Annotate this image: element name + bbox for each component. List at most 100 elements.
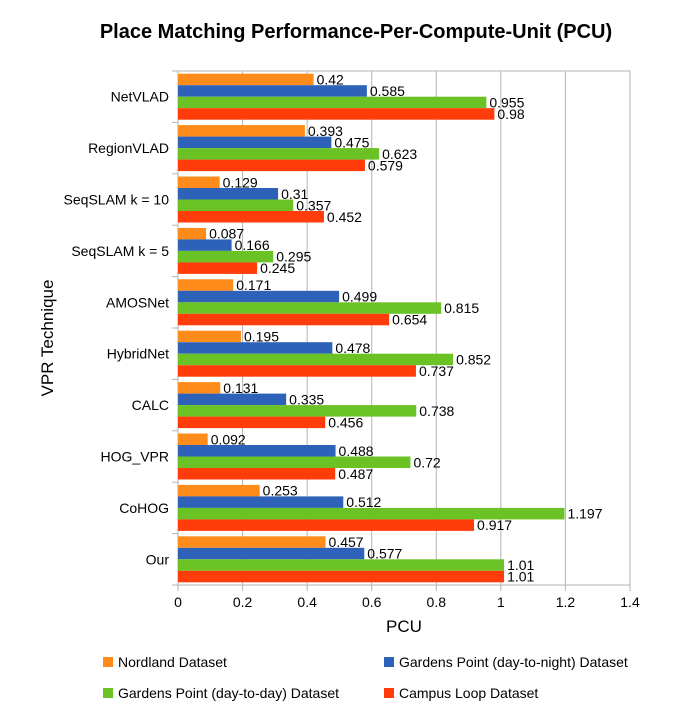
x-tick-label: 1.2 bbox=[556, 594, 576, 610]
bar bbox=[178, 313, 390, 326]
data-label: 0.475 bbox=[334, 134, 369, 150]
bar bbox=[178, 330, 241, 343]
data-label: 0.253 bbox=[263, 483, 298, 499]
data-label: 1.01 bbox=[507, 569, 534, 585]
legend-label: Gardens Point (day-to-day) Dataset bbox=[118, 685, 339, 701]
bar bbox=[178, 365, 416, 377]
bar bbox=[178, 353, 454, 366]
category-labels: NetVLAD RegionVLAD SeqSLAM k = 10 SeqSLAM k… bbox=[64, 89, 170, 568]
data-label: 0.42 bbox=[317, 71, 344, 87]
data-label: 0.452 bbox=[327, 209, 362, 225]
data-label: 0.487 bbox=[338, 466, 373, 482]
data-label: 0.357 bbox=[296, 197, 331, 213]
bar bbox=[178, 484, 260, 497]
data-label: 0.72 bbox=[413, 454, 440, 470]
category-label: CALC bbox=[132, 397, 169, 413]
data-label: 0.738 bbox=[419, 403, 454, 419]
category-label: AMOSNet bbox=[106, 294, 169, 310]
bar bbox=[178, 519, 475, 531]
x-tick-label: 0.2 bbox=[233, 594, 253, 610]
data-label: 0.577 bbox=[367, 546, 402, 562]
data-label: 0.31 bbox=[281, 186, 308, 202]
data-label: 0.98 bbox=[497, 106, 524, 122]
bar bbox=[178, 393, 287, 406]
bar bbox=[178, 148, 380, 160]
data-label: 0.393 bbox=[308, 123, 343, 139]
x-tick-label: 1.4 bbox=[620, 594, 640, 610]
data-label: 0.623 bbox=[382, 146, 417, 162]
category-label: CoHOG bbox=[119, 500, 169, 516]
x-axis-title: PCU bbox=[386, 617, 422, 636]
bar bbox=[178, 108, 495, 120]
bar bbox=[178, 73, 314, 86]
x-tick-label: 0.6 bbox=[362, 594, 382, 610]
legend-swatch bbox=[103, 688, 113, 698]
data-label: 0.335 bbox=[289, 391, 324, 407]
data-label: 0.499 bbox=[342, 289, 377, 305]
legend-label: Campus Loop Dataset bbox=[399, 685, 538, 701]
data-label: 0.129 bbox=[223, 174, 258, 190]
data-label: 0.195 bbox=[244, 328, 279, 344]
bar bbox=[178, 279, 234, 291]
bar bbox=[178, 547, 365, 560]
data-label: 0.131 bbox=[223, 380, 258, 396]
bar bbox=[178, 85, 367, 97]
bar bbox=[178, 176, 220, 188]
bar bbox=[178, 405, 417, 417]
bar bbox=[178, 536, 326, 548]
x-tick-label: 1 bbox=[497, 594, 505, 610]
category-label: SeqSLAM k = 5 bbox=[71, 243, 169, 259]
x-tick-label: 0.4 bbox=[297, 594, 317, 610]
bar bbox=[178, 559, 505, 571]
bar bbox=[178, 302, 442, 314]
category-label: HOG_VPR bbox=[101, 449, 169, 465]
bar bbox=[178, 496, 344, 508]
category-label: Our bbox=[146, 551, 170, 567]
data-label: 0.087 bbox=[209, 226, 244, 242]
bar bbox=[178, 250, 274, 263]
data-label: 0.488 bbox=[339, 443, 374, 459]
category-label: HybridNet bbox=[107, 346, 169, 362]
category-label: RegionVLAD bbox=[88, 140, 169, 156]
legend-label: Gardens Point (day-to-night) Dataset bbox=[399, 654, 628, 670]
chart-title: Place Matching Performance-Per-Compute-U… bbox=[100, 21, 612, 43]
x-tick-label: 0.8 bbox=[427, 594, 447, 610]
bar bbox=[178, 239, 232, 251]
data-label: 0.457 bbox=[329, 534, 364, 550]
bar bbox=[178, 262, 258, 274]
data-label: 0.654 bbox=[392, 312, 427, 328]
category-label: SeqSLAM k = 10 bbox=[64, 192, 170, 208]
data-label: 0.737 bbox=[419, 363, 454, 379]
bar bbox=[178, 227, 207, 240]
bar bbox=[178, 96, 487, 109]
bar bbox=[178, 136, 332, 149]
data-label: 1.01 bbox=[507, 557, 534, 573]
bar bbox=[178, 125, 305, 137]
x-tick-label: 0 bbox=[174, 594, 182, 610]
bar bbox=[178, 433, 208, 445]
data-label: 0.585 bbox=[370, 83, 405, 99]
x-tick-labels: 0 0.2 0.4 0.6 0.8 1 1.2 1.4 bbox=[174, 594, 640, 610]
data-label: 0.579 bbox=[368, 157, 403, 173]
data-label: 0.295 bbox=[276, 249, 311, 265]
bar bbox=[178, 445, 336, 457]
y-axis-title: VPR Technique bbox=[38, 280, 57, 397]
bar bbox=[178, 211, 324, 223]
data-label: 0.512 bbox=[346, 494, 381, 510]
data-label: 0.815 bbox=[444, 300, 479, 316]
legend-swatch bbox=[384, 657, 394, 667]
legend-swatch bbox=[103, 657, 113, 667]
bar bbox=[178, 188, 279, 200]
bar bbox=[178, 199, 294, 211]
data-label: 0.917 bbox=[477, 517, 512, 533]
bar bbox=[178, 456, 411, 468]
bar bbox=[178, 416, 326, 429]
bar bbox=[178, 342, 333, 354]
bar bbox=[178, 507, 565, 520]
data-label: 0.852 bbox=[456, 351, 491, 367]
data-label: 0.171 bbox=[236, 277, 271, 293]
data-label: 1.197 bbox=[567, 506, 602, 522]
bars bbox=[178, 73, 565, 583]
